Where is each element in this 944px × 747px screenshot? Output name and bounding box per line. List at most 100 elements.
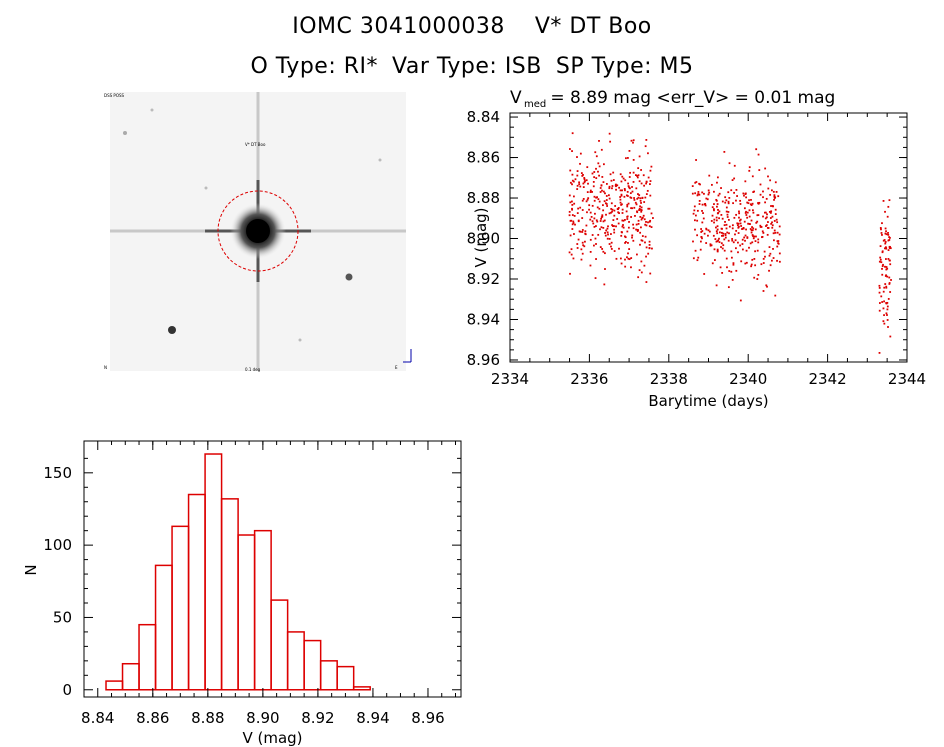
lightcurve-point	[583, 177, 586, 179]
lightcurve-point	[615, 257, 618, 260]
lightcurve-point	[601, 214, 604, 217]
lightcurve-point	[738, 225, 740, 228]
lightcurve-point	[731, 239, 734, 242]
lightcurve-point	[881, 273, 884, 276]
lightcurve-point	[568, 214, 571, 217]
lightcurve-point	[645, 180, 648, 183]
lightcurve-point	[633, 197, 635, 199]
lightcurve-point	[702, 217, 705, 220]
lightcurve-point	[696, 194, 699, 197]
lightcurve-point	[596, 196, 598, 199]
lightcurve-point	[591, 172, 594, 175]
lightcurve-point	[637, 222, 640, 225]
lightcurve-point	[590, 216, 593, 218]
lightcurve-point	[580, 248, 583, 251]
lightcurve-point	[607, 225, 609, 228]
lightcurve-point	[721, 247, 724, 250]
lightcurve-point	[620, 262, 623, 265]
lightcurve-point	[879, 256, 882, 259]
lightcurve-point	[692, 240, 694, 243]
lightcurve-point	[578, 183, 581, 186]
lightcurve-point	[583, 245, 586, 248]
lightcurve-point	[753, 276, 756, 279]
lightcurve-point	[752, 237, 755, 240]
lightcurve-point	[757, 214, 760, 216]
lightcurve-point	[749, 203, 752, 206]
lightcurve-point	[762, 232, 765, 234]
lightcurve-point	[640, 260, 643, 263]
lightcurve-point	[749, 228, 752, 230]
lightcurve-point	[638, 194, 641, 197]
lightcurve-point	[768, 254, 771, 257]
lightcurve-point	[693, 205, 696, 208]
lightcurve-point	[715, 198, 718, 201]
lightcurve-point	[611, 224, 614, 226]
lightcurve-point	[640, 271, 643, 274]
y-tick-label: 8.88	[467, 189, 500, 207]
lightcurve-point	[643, 201, 646, 203]
lightcurve-point	[598, 200, 601, 203]
lightcurve-point	[591, 220, 594, 223]
lightcurve-point	[568, 210, 571, 213]
lightcurve-point	[754, 250, 756, 253]
lightcurve-point	[742, 192, 745, 195]
lightcurve-point	[879, 245, 882, 248]
lightcurve-point	[648, 207, 651, 210]
lightcurve-point	[883, 239, 886, 241]
lightcurve-point	[748, 215, 751, 218]
lightcurve-point	[579, 162, 581, 165]
lightcurve-point	[735, 269, 738, 272]
lightcurve-point	[605, 203, 608, 205]
lightcurve-point	[725, 257, 728, 260]
lightcurve-point	[881, 234, 883, 236]
lightcurve-point	[752, 235, 754, 238]
lightcurve-point	[571, 207, 573, 210]
lightcurve-point	[772, 190, 775, 193]
lightcurve-point	[886, 275, 889, 278]
lightcurve-point	[733, 164, 736, 167]
lightcurve-point	[776, 259, 778, 262]
lightcurve-point	[599, 220, 602, 222]
lightcurve-point	[630, 266, 632, 269]
lightcurve-point	[737, 251, 739, 254]
lightcurve-point	[623, 188, 626, 190]
lightcurve-point	[758, 201, 761, 204]
lightcurve-point	[611, 208, 614, 211]
lightcurve-point	[718, 237, 720, 240]
lightcurve-point	[649, 169, 652, 172]
histogram-bar	[204, 453, 223, 691]
lightcurve-point	[576, 188, 579, 190]
lightcurve-point	[747, 222, 750, 225]
lightcurve-point	[760, 263, 763, 266]
lightcurve-point	[721, 200, 724, 203]
lightcurve-point	[642, 174, 645, 177]
lightcurve-point	[589, 264, 592, 267]
lightcurve-point	[573, 215, 576, 217]
lightcurve-point	[628, 258, 631, 261]
lightcurve-point	[581, 229, 584, 231]
lightcurve-point	[602, 226, 605, 229]
lightcurve-point	[627, 202, 630, 205]
lightcurve-point	[886, 215, 889, 218]
lightcurve-point	[583, 181, 586, 184]
lightcurve-point	[731, 279, 734, 281]
lightcurve-point	[640, 226, 642, 229]
lightcurve-point	[591, 234, 594, 236]
lightcurve-point	[606, 205, 609, 207]
lightcurve-point	[724, 236, 727, 239]
lightcurve-plot: 2334 2336 2338 2340 2342 2344 8.84 8.86 8.88 8.90…	[467, 108, 927, 410]
lightcurve-point	[766, 285, 768, 288]
lightcurve-point	[756, 214, 759, 217]
y-tick-label: 0	[62, 681, 72, 699]
lightcurve-point	[754, 240, 757, 243]
lightcurve-point	[584, 233, 587, 236]
lightcurve-point	[577, 207, 580, 210]
lightcurve-point	[739, 222, 742, 225]
lightcurve-point	[622, 224, 624, 226]
lightcurve-point	[578, 181, 580, 184]
lightcurve-point	[594, 151, 597, 154]
lightcurve-point	[644, 196, 647, 199]
lightcurve-point	[600, 226, 603, 229]
lightcurve-point	[616, 218, 619, 220]
